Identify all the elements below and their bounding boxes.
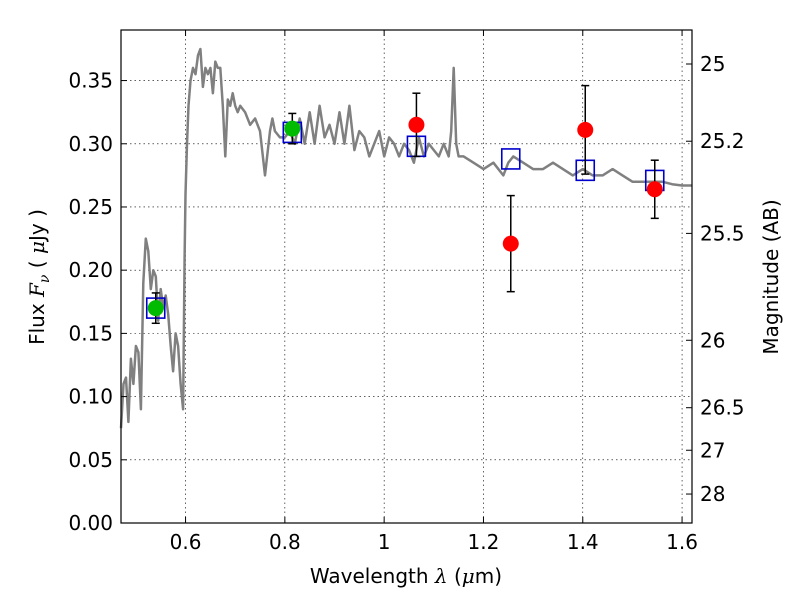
- y-tick-label: 0.05: [68, 448, 113, 472]
- y-tick-label: 0.30: [68, 132, 113, 156]
- ticks-layer: 0.6 0.8 1 1.2 1.4 1.6 0.00 0.05 0.10 0.15 0.20 0.25…: [68, 30, 745, 554]
- observed-point-marker: [284, 120, 301, 137]
- observed-point-marker: [577, 121, 594, 138]
- x-tick-label: 0.6: [170, 530, 202, 554]
- x-tick-label: 0.8: [269, 530, 301, 554]
- observed-point-marker: [147, 300, 164, 317]
- y-tick-label: 0.35: [68, 69, 113, 93]
- x-axis-title: Wavelength λ (μm): [310, 564, 502, 588]
- y-tick-label: 0.10: [68, 385, 113, 409]
- model-square-marker: [500, 148, 521, 170]
- y-axis-title: Flux Fν ( μJy ): [25, 209, 53, 345]
- x-tick-label: 1.4: [567, 530, 599, 554]
- plot-background: [121, 30, 692, 523]
- x-tick-label: 1.2: [468, 530, 500, 554]
- observed-point-marker: [502, 235, 519, 252]
- x-tick-label: 1: [378, 530, 391, 554]
- observed-point-marker: [408, 116, 425, 133]
- y-tick-label: 0.00: [68, 511, 113, 535]
- y2-axis-title: Magnitude (AB): [759, 199, 783, 354]
- y-tick-label: 0.15: [68, 321, 113, 345]
- y-tick-label: 0.20: [68, 258, 113, 282]
- y-tick-label: 0.25: [68, 195, 113, 219]
- y2-tick-label: 28: [700, 482, 725, 506]
- observed-point-marker: [646, 181, 663, 198]
- y2-tick-label: 25.2: [700, 129, 745, 153]
- markers-layer: [145, 84, 665, 325]
- y2-tick-label: 25.5: [700, 221, 745, 245]
- y2-tick-label: 26.5: [700, 396, 745, 420]
- x-tick-label: 1.6: [666, 530, 698, 554]
- y2-tick-label: 25: [700, 52, 725, 76]
- plot-frame: [120, 29, 693, 524]
- y2-tick-label: 27: [700, 438, 725, 462]
- y2-tick-label: 26: [700, 328, 725, 352]
